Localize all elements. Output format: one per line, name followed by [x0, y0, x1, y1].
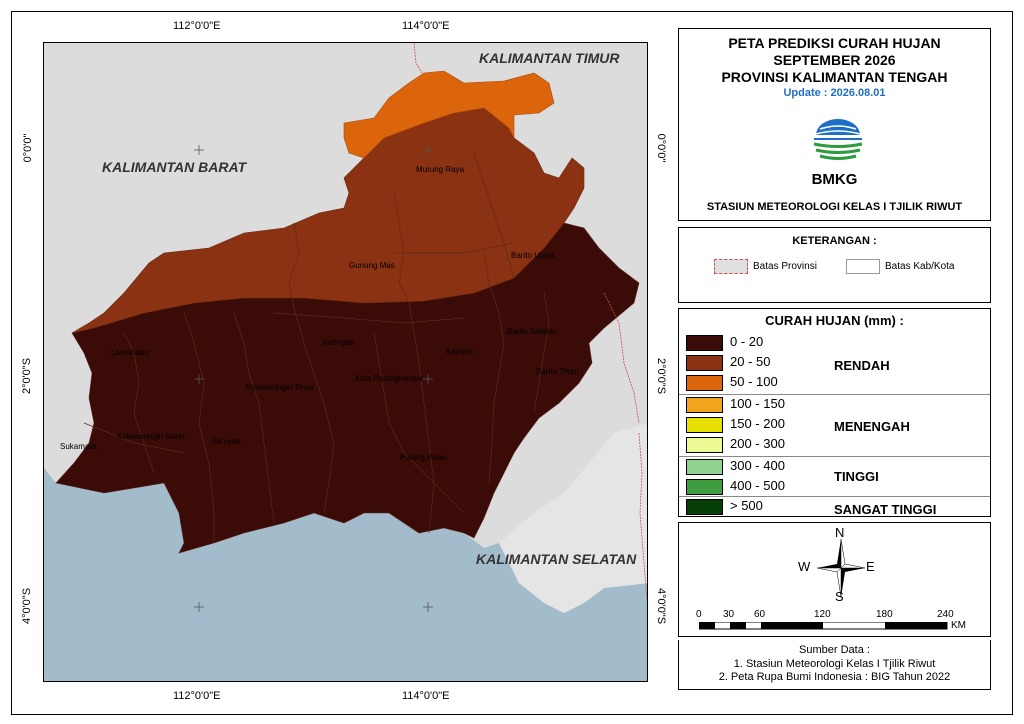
legend-swatch	[686, 417, 723, 433]
scale-unit: KM	[951, 620, 966, 631]
scale-tick-180: 180	[876, 609, 893, 620]
legend-batas-kab: Batas Kab/Kota	[846, 259, 955, 274]
scale-tick-30: 30	[723, 609, 735, 620]
update-date: Update : 2026.08.01	[783, 87, 886, 99]
label-kalsel: KALIMANTAN SELATAN	[476, 551, 637, 567]
kalsel-area	[499, 423, 647, 613]
coord-bottom-114: 114°0'0"E	[402, 690, 450, 702]
map-area[interactable]: KALIMANTAN BARAT KALIMANTAN TIMUR KALIMA…	[43, 42, 648, 682]
label-barito-selatan: Barito Selatan	[507, 327, 558, 336]
category-tinggi: TINGGI	[834, 469, 879, 484]
scale-bar	[699, 622, 948, 630]
label-kalbar: KALIMANTAN BARAT	[102, 159, 247, 175]
legend-heading: CURAH HUJAN (mm) :	[765, 313, 904, 328]
coord-right-0: 0°0'0"	[655, 133, 667, 163]
legend-class-label: 0 - 20	[730, 334, 764, 349]
label-katingan: Katingan	[323, 338, 355, 347]
compass-w: W	[798, 559, 811, 574]
legend-class-label: 20 - 50	[730, 354, 771, 369]
divider-3	[679, 496, 990, 497]
legend-class-label: 400 - 500	[730, 478, 785, 493]
label-sukamara: Sukamara	[60, 442, 97, 451]
map-frame	[11, 11, 1013, 715]
label-barito-utara: Barito Utara	[511, 251, 554, 260]
keterangan-heading: KETERANGAN :	[792, 235, 877, 247]
coord-top-112: 112°0'0"E	[173, 20, 221, 32]
coord-bottom-112: 112°0'0"E	[173, 690, 221, 702]
batas-provinsi-label: Batas Provinsi	[753, 261, 817, 272]
legend-swatch	[686, 499, 723, 515]
compass-icon	[816, 538, 866, 598]
category-menengah: MENENGAH	[834, 419, 910, 434]
title-line3: PROVINSI KALIMANTAN TENGAH	[721, 69, 948, 85]
divider-1	[679, 394, 990, 395]
legend-class-label: 300 - 400	[730, 458, 785, 473]
regency-boundaries	[83, 152, 550, 543]
scale-tick-120: 120	[814, 609, 831, 620]
batas-kab-swatch	[846, 259, 880, 274]
province-border	[413, 43, 647, 604]
compass-s: S	[835, 589, 844, 604]
label-pulang-pisau: Pulang Pisau	[400, 453, 448, 462]
label-lamandau: Lamandau	[111, 348, 149, 357]
legend-class-label: > 500	[730, 498, 763, 513]
sumber-heading: Sumber Data :	[799, 644, 870, 656]
rainfall-legend-panel: CURAH HUJAN (mm) : 0 - 20 20 - 50 50 - 100…	[678, 308, 991, 517]
label-barito-timur: Barito Timur	[536, 367, 580, 376]
bmkg-logo-icon	[813, 119, 863, 160]
legend-batas-provinsi: Batas Provinsi	[714, 259, 817, 274]
legend-swatch	[686, 479, 723, 495]
zone-50-100	[343, 70, 555, 159]
bmkg-logo-text: BMKG	[811, 171, 858, 188]
legend-swatch	[686, 355, 723, 371]
label-kapuas: Kapuas	[446, 347, 474, 356]
legend-class-label: 100 - 150	[730, 396, 785, 411]
coord-right-2s: 2°0'0"S	[655, 357, 667, 395]
coord-right-4s: 4°0'0"S	[655, 587, 667, 625]
sea	[44, 468, 647, 681]
title-line2: SEPTEMBER 2026	[773, 52, 896, 68]
legend-class-label: 150 - 200	[730, 416, 785, 431]
compass-n: N	[835, 525, 845, 540]
batas-kab-label: Batas Kab/Kota	[885, 261, 955, 272]
batas-provinsi-swatch	[714, 259, 748, 274]
coord-left-0: 0°0'0"	[22, 133, 34, 163]
legend-swatch	[686, 335, 723, 351]
map-svg	[44, 43, 647, 681]
coord-left-2s: 2°0'0"S	[21, 357, 33, 395]
coord-left-4s: 4°0'0"S	[21, 587, 33, 625]
label-kotawaringin-barat: Kotawaringin Barat	[117, 432, 185, 441]
coord-top-114: 114°0'0"E	[402, 20, 450, 32]
compass-scale-panel: N S W E 0 30 60 120 180 240 KM	[678, 522, 991, 637]
label-murung-raya: Murung Raya	[416, 165, 465, 174]
sumber-line1: 1. Stasiun Meteorologi Kelas I Tjilik Ri…	[733, 658, 936, 670]
scale-tick-240: 240	[937, 609, 954, 620]
sumber-panel: Sumber Data : 1. Stasiun Meteorologi Kel…	[678, 640, 991, 690]
graticule	[194, 145, 433, 612]
compass-e: E	[866, 559, 875, 574]
legend-swatch	[686, 437, 723, 453]
legend-swatch	[686, 375, 723, 391]
title-panel: PETA PREDIKSI CURAH HUJAN SEPTEMBER 2026…	[678, 28, 991, 221]
label-kaltim: KALIMANTAN TIMUR	[479, 50, 620, 66]
divider-2	[679, 456, 990, 457]
label-palangkaraya: Kota Palangkaraya	[355, 374, 423, 383]
station-name: STASIUN METEOROLOGI KELAS I TJILIK RIWUT	[706, 201, 963, 213]
label-gunung-mas: Gunung Mas	[349, 261, 395, 270]
label-kotawaringin-timur: Kotawaringin Timur	[246, 383, 315, 392]
scale-tick-60: 60	[754, 609, 766, 620]
keterangan-panel: KETERANGAN : Batas Provinsi Batas Kab/Ko…	[678, 227, 991, 303]
title-line1: PETA PREDIKSI CURAH HUJAN	[728, 35, 941, 51]
legend-class-label: 50 - 100	[730, 374, 778, 389]
label-seruyan: Seruyan	[211, 437, 241, 446]
legend-swatch	[686, 397, 723, 413]
sumber-line2: 2. Peta Rupa Bumi Indonesia : BIG Tahun …	[718, 671, 951, 683]
legend-class-label: 200 - 300	[730, 436, 785, 451]
category-sangat-tinggi: SANGAT TINGGI	[834, 502, 937, 517]
legend-swatch	[686, 459, 723, 475]
category-rendah: RENDAH	[834, 358, 890, 373]
scale-tick-0: 0	[696, 609, 702, 620]
